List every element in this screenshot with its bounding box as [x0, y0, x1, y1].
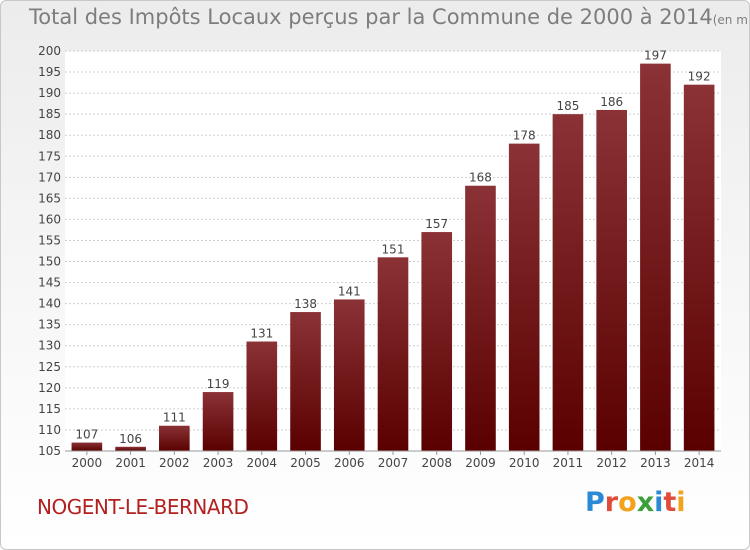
x-tick-label: 2011: [553, 456, 584, 470]
data-labels: 107 106 111 119 131 138 141 151 157 168 178 185 186 1…: [75, 49, 710, 446]
bar-value-label: 185: [556, 99, 579, 113]
brand-letter: i: [676, 487, 686, 518]
bar: [552, 114, 584, 451]
y-tick-label: 200: [38, 44, 61, 58]
title-text: Total des Impôts Locaux perçus par la Co…: [29, 5, 713, 29]
bar: [202, 392, 234, 451]
brand-letter: r: [604, 487, 619, 518]
y-tick-label: 110: [38, 423, 61, 437]
brand-logo: Proxiti: [585, 487, 686, 518]
bar: [290, 312, 321, 451]
y-tick-label: 160: [38, 212, 61, 226]
x-axis-ticks: 2000 2001 2002 2003 2004 2005 2006 2007 2008 2009…: [72, 451, 715, 470]
brand-letter: i: [654, 487, 664, 518]
bar: [508, 143, 540, 451]
bar-value-label: 192: [688, 70, 711, 84]
y-tick-label: 145: [38, 276, 61, 290]
bar-value-label: 151: [382, 242, 405, 256]
x-tick-label: 2014: [684, 456, 715, 470]
chart-title: Total des Impôts Locaux perçus par la Co…: [29, 5, 750, 29]
x-tick-label: 2003: [203, 456, 234, 470]
x-tick-label: 2013: [640, 456, 671, 470]
y-tick-label: 190: [38, 86, 61, 100]
bar: [465, 185, 496, 451]
y-tick-label: 115: [38, 402, 61, 416]
x-tick-label: 2008: [421, 456, 452, 470]
y-tick-label: 120: [38, 381, 61, 395]
brand-letter: t: [663, 487, 677, 518]
commune-name: NOGENT-LE-BERNARD: [37, 495, 249, 519]
x-tick-label: 2002: [159, 456, 190, 470]
bar: [71, 442, 103, 451]
y-tick-label: 170: [38, 170, 61, 184]
bar: [246, 341, 278, 451]
bar-value-label: 111: [163, 411, 186, 425]
bar-value-label: 138: [294, 297, 317, 311]
y-tick-label: 155: [38, 233, 61, 247]
y-tick-label: 150: [38, 255, 61, 269]
title-unit: (en milliers d'€): [712, 13, 750, 27]
x-tick-label: 2005: [290, 456, 321, 470]
bar-value-label: 186: [600, 95, 623, 109]
y-tick-label: 105: [38, 444, 61, 458]
y-tick-label: 125: [38, 360, 61, 374]
bar: [640, 63, 671, 451]
bar: [421, 232, 453, 451]
bar-value-label: 131: [250, 327, 273, 341]
brand-letter: x: [636, 487, 655, 518]
y-tick-label: 185: [38, 107, 61, 121]
y-axis-ticks: 105 110 115 120 125 130 135 140 145 150 155 160 165 1…: [38, 44, 61, 458]
y-tick-label: 165: [38, 191, 61, 205]
bar-value-label: 168: [469, 171, 492, 185]
x-tick-label: 2010: [509, 456, 540, 470]
bar-value-label: 106: [119, 432, 142, 446]
bars: [71, 63, 715, 452]
x-tick-label: 2009: [465, 456, 496, 470]
bar: [333, 299, 365, 451]
bar-value-label: 107: [75, 428, 98, 442]
bar: [115, 446, 146, 451]
y-tick-label: 140: [38, 297, 61, 311]
bar: [683, 84, 715, 452]
bar: [377, 257, 409, 451]
y-tick-label: 175: [38, 149, 61, 163]
bar-value-label: 197: [644, 49, 667, 63]
x-tick-label: 2000: [72, 456, 103, 470]
brand-letter: o: [618, 487, 637, 518]
y-tick-label: 135: [38, 318, 61, 332]
bar-value-label: 141: [338, 284, 361, 298]
x-tick-label: 2006: [334, 456, 365, 470]
bar-value-label: 119: [207, 377, 230, 391]
x-tick-label: 2012: [596, 456, 627, 470]
y-tick-label: 195: [38, 65, 61, 79]
x-tick-label: 2001: [115, 456, 146, 470]
x-tick-label: 2007: [378, 456, 409, 470]
bar-value-label: 157: [425, 217, 448, 231]
y-tick-label: 130: [38, 339, 61, 353]
bar: [596, 109, 627, 452]
bar-value-label: 178: [513, 129, 536, 143]
bar: [159, 425, 190, 451]
brand-letter: P: [585, 487, 605, 518]
y-tick-label: 180: [38, 128, 61, 142]
x-tick-label: 2004: [247, 456, 278, 470]
